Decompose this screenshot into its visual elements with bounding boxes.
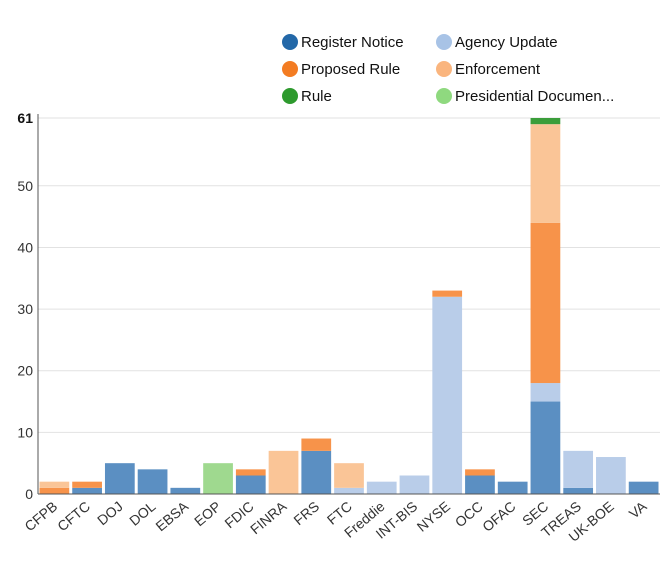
y-tick-label: 10 [17, 424, 33, 440]
legend-item[interactable]: Register Notice [282, 34, 404, 51]
bar-segment[interactable] [530, 401, 561, 494]
bar-segment[interactable] [399, 475, 430, 494]
bar-segment[interactable] [301, 438, 332, 451]
legend-swatch [282, 61, 298, 77]
bar-segment[interactable] [563, 487, 594, 494]
bar-segment[interactable] [432, 290, 463, 297]
axes [37, 114, 660, 495]
bar-segment[interactable] [432, 296, 463, 494]
x-tick-label: EBSA [152, 498, 191, 535]
x-tick-label: FRS [290, 498, 322, 528]
bar-segment[interactable] [628, 481, 659, 494]
bars [39, 118, 659, 494]
y-tick-label: 40 [17, 239, 33, 255]
bar-segment[interactable] [235, 469, 266, 476]
bar-segment[interactable] [137, 469, 168, 494]
chart-legend: Register Notice Agency Update Proposed Rul… [282, 34, 614, 105]
x-tick-label: CFTC [54, 498, 93, 534]
legend-label: Presidential Documen... [455, 88, 614, 105]
bar-segment[interactable] [530, 124, 561, 223]
x-tick-label: VA [626, 498, 650, 522]
bar-segment[interactable] [596, 457, 626, 494]
bar-segment[interactable] [465, 469, 495, 476]
x-tick-label: CFPB [21, 498, 60, 534]
y-axis-ticks: 0 10 20 30 40 50 61 [17, 110, 33, 502]
bar-segment[interactable] [170, 487, 201, 494]
legend-label: Rule [301, 88, 332, 105]
bar-segment[interactable] [72, 487, 102, 494]
x-tick-label: EOP [191, 498, 224, 529]
bar-segment[interactable] [334, 463, 364, 488]
bar-segment[interactable] [563, 450, 594, 488]
x-tick-label: NYSE [414, 498, 453, 535]
bar-segment[interactable] [301, 450, 332, 494]
y-tick-label: 0 [25, 486, 33, 502]
legend-label: Proposed Rule [301, 61, 400, 78]
legend-item[interactable]: Proposed Rule [282, 61, 400, 78]
bar-segment[interactable] [72, 481, 102, 488]
legend-swatch [436, 34, 452, 50]
bar-segment[interactable] [203, 463, 233, 494]
bar-segment[interactable] [235, 475, 266, 494]
x-tick-label: DOJ [94, 498, 126, 528]
legend-item[interactable]: Presidential Documen... [436, 88, 614, 105]
x-tick-label: FINRA [247, 498, 290, 538]
bar-segment[interactable] [366, 481, 397, 494]
legend-item[interactable]: Rule [282, 88, 332, 105]
y-tick-label: 30 [17, 301, 33, 317]
legend-label: Register Notice [301, 34, 404, 51]
y-tick-label: 61 [17, 110, 33, 126]
legend-item[interactable]: Agency Update [436, 34, 558, 51]
bar-segment[interactable] [530, 383, 561, 402]
y-tick-label: 50 [17, 178, 33, 194]
gridlines [38, 117, 660, 433]
bar-segment[interactable] [530, 222, 561, 384]
bar-segment[interactable] [268, 450, 299, 494]
legend-item[interactable]: Enforcement [436, 61, 541, 78]
bar-segment[interactable] [334, 487, 364, 494]
bar-segment[interactable] [497, 481, 528, 494]
legend-swatch [282, 88, 298, 104]
legend-label: Agency Update [455, 34, 558, 51]
legend-swatch [436, 88, 452, 104]
bar-segment[interactable] [465, 475, 495, 494]
bar-segment[interactable] [104, 463, 135, 494]
bar-segment[interactable] [39, 487, 70, 494]
legend-label: Enforcement [455, 61, 541, 78]
legend-swatch [436, 61, 452, 77]
legend-swatch [282, 34, 298, 50]
x-tick-label: OFAC [479, 498, 518, 535]
bar-segment[interactable] [530, 118, 561, 125]
y-tick-label: 20 [17, 363, 33, 379]
bar-segment[interactable] [39, 481, 70, 488]
